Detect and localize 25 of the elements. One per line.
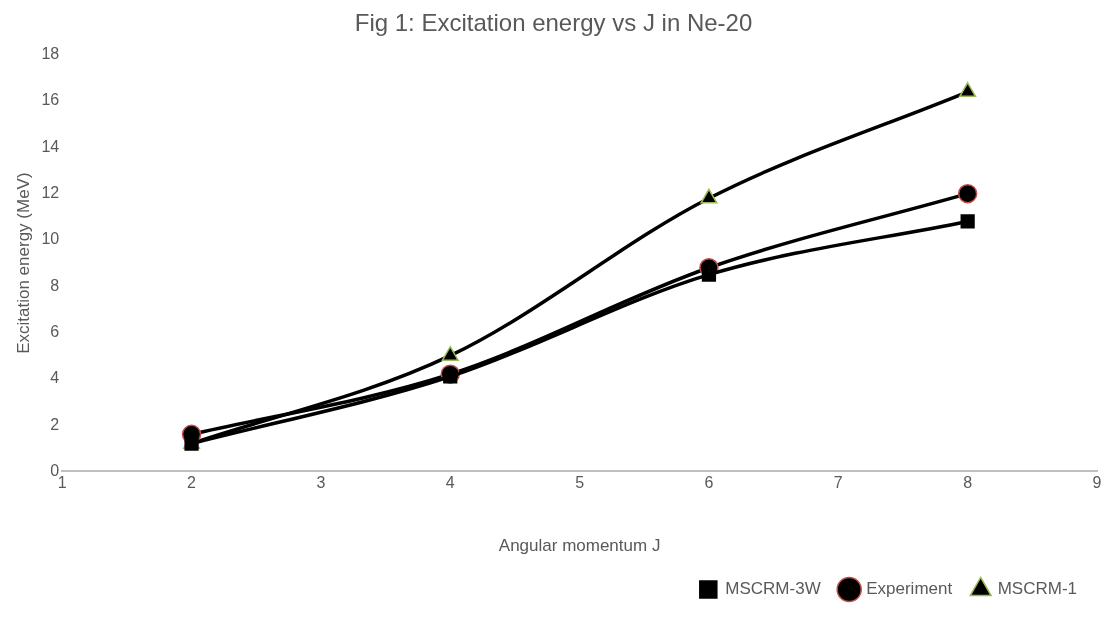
y-tick-label: 14 <box>41 137 60 155</box>
x-tick-label: 7 <box>833 474 843 492</box>
x-tick-label: 9 <box>1092 474 1102 492</box>
x-tick-label: 1 <box>57 474 67 492</box>
y-tick-label: 16 <box>41 91 60 109</box>
y-tick-label: 0 <box>50 461 60 479</box>
y-tick-label: 8 <box>50 276 60 294</box>
y-tick-label: 12 <box>41 184 60 202</box>
legend-label: MSCRM-1 <box>997 579 1078 599</box>
chart-title: Fig 1: Excitation energy vs J in Ne-20 <box>354 9 753 37</box>
y-tick-label: 18 <box>41 45 60 63</box>
x-tick-label: 6 <box>704 474 714 492</box>
x-tick-label: 8 <box>963 474 973 492</box>
y-tick-label: 2 <box>50 415 60 433</box>
legend-label: Experiment <box>866 579 953 599</box>
y-tick-label: 4 <box>50 369 60 387</box>
x-axis-title: Angular momentum J <box>498 536 661 556</box>
x-tick-label: 5 <box>575 474 585 492</box>
x-tick-label: 2 <box>187 474 197 492</box>
y-tick-label: 6 <box>50 322 60 340</box>
y-tick-label: 10 <box>41 230 60 248</box>
legend-label: MSCRM-3W <box>725 579 821 599</box>
x-tick-label: 4 <box>445 474 455 492</box>
y-axis-title: Excitation energy (MeV) <box>13 172 33 354</box>
x-tick-label: 3 <box>316 474 326 492</box>
